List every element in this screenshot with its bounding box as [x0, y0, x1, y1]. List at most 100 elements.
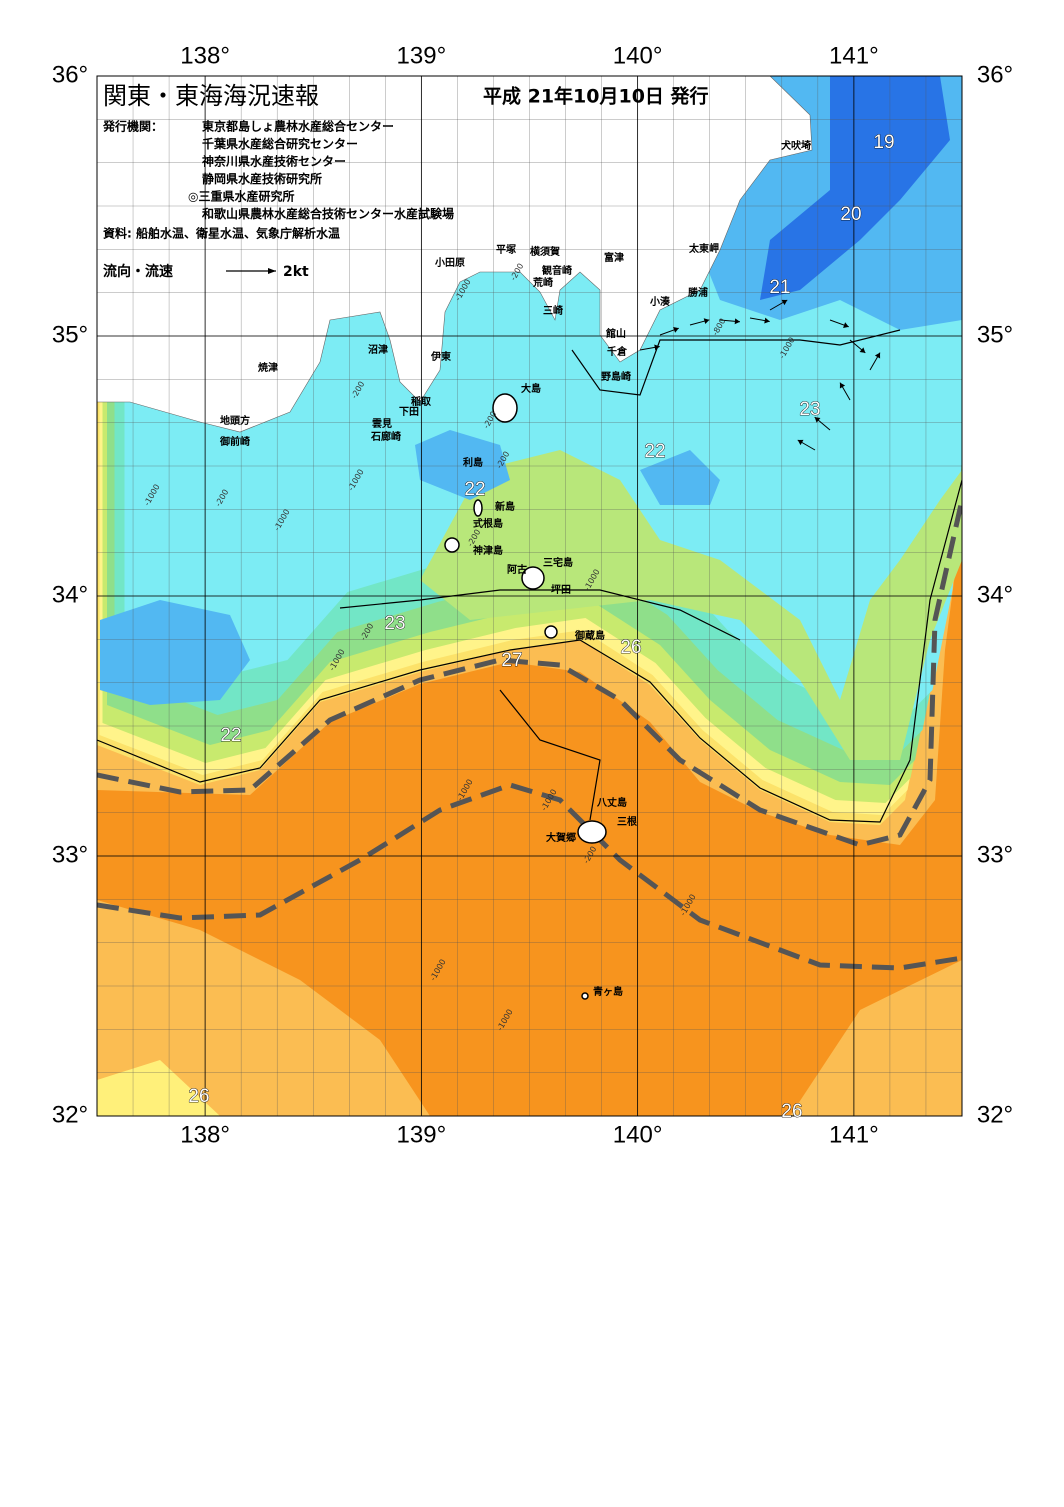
arrow-head [781, 299, 788, 306]
current-arrow [659, 327, 679, 336]
arrow-head [874, 352, 881, 359]
latitude-label: 35° [977, 321, 1013, 348]
isotherm-label: 23 [384, 613, 405, 634]
place-name: 大島 [521, 382, 541, 395]
current-arrow [719, 318, 740, 325]
latitude-label: 36° [977, 61, 1013, 88]
isotherm-label: 26 [188, 1086, 209, 1107]
current-arrow [639, 344, 660, 351]
place-name: 伊東 [430, 350, 451, 363]
legend-arrowhead [268, 268, 276, 274]
isotherm [339, 589, 741, 641]
cold-eddy [100, 600, 250, 705]
place-name: 小湊 [649, 295, 671, 308]
island [577, 820, 607, 844]
place-name: 平塚 [496, 243, 516, 256]
legend-label: 流向・流速 [103, 263, 173, 280]
place-name: 千倉 [607, 345, 628, 358]
arrow-head [843, 322, 849, 328]
issuer: 東京都島しょ農林水産総合センター [202, 119, 394, 134]
place-name: 三宅島 [543, 556, 573, 569]
isotherm-label: 26 [620, 637, 641, 658]
place-name: 横須賀 [530, 245, 560, 258]
isotherm-label: 19 [873, 132, 894, 153]
place-name: 観音崎 [542, 264, 572, 277]
current-arrow [829, 319, 849, 328]
place-name: 御前崎 [219, 435, 250, 448]
latitude-label: 33° [52, 841, 88, 868]
south-warm [97, 1060, 220, 1116]
place-name: 焼津 [258, 361, 278, 374]
place-name: 阿古 [507, 563, 527, 576]
place-name: 小田原 [434, 256, 465, 269]
longitude-label: 138° [180, 1121, 230, 1148]
place-name: 利島 [463, 456, 483, 469]
cold-eddy [415, 430, 510, 500]
sources: 資料: 船舶水温、衛星水温、気象庁解析水温 [103, 226, 340, 241]
longitude-label: 141° [829, 42, 879, 69]
place-name: 沼津 [368, 343, 388, 356]
current-arrow [849, 339, 866, 354]
arrow-head [814, 417, 821, 423]
issuer: 静岡県水産技術研究所 [202, 171, 322, 186]
isotherm-label: 23 [799, 399, 820, 420]
arrow-head [734, 318, 740, 325]
island [521, 566, 545, 590]
issuer: ◎三重県水産研究所 [188, 189, 294, 204]
place-name: 雲見 [372, 418, 392, 430]
isotherm-label: 26 [781, 1101, 802, 1122]
current-arrow [769, 299, 788, 311]
current-arrow [869, 352, 881, 371]
latitude-label: 35° [52, 321, 88, 348]
place-name: 館山 [605, 327, 626, 340]
cold-core [760, 76, 950, 300]
isotherm-label: 20 [840, 204, 861, 225]
place-name: 太東岬 [688, 242, 719, 255]
land [97, 76, 813, 433]
place-name: 荒崎 [532, 276, 553, 289]
place-name: 地頭方 [220, 414, 250, 427]
isotherm-label: 27 [501, 650, 522, 671]
isotherm-label: 22 [220, 725, 241, 746]
place-name: 新島 [495, 500, 515, 513]
place-name: 坪田 [551, 583, 571, 596]
place-name: 石廊崎 [370, 430, 401, 443]
current-arrow [839, 382, 851, 401]
place-name: 三崎 [543, 304, 563, 317]
island [444, 537, 460, 553]
island [581, 992, 589, 1000]
issuer: 神奈川県水産技術センター [202, 154, 346, 169]
latitude-label: 36° [52, 61, 88, 88]
legend-scale: 2kt [283, 264, 309, 280]
cold-eddy [640, 450, 720, 505]
island [492, 393, 518, 423]
latitude-label: 34° [977, 581, 1013, 608]
arrow-head [673, 327, 679, 333]
issuer: 千葉県水産総合研究センター [202, 136, 358, 151]
island [544, 625, 558, 639]
place-name: 下田 [399, 406, 419, 418]
latitude-label: 33° [977, 841, 1013, 868]
place-name: 野島崎 [601, 370, 631, 383]
place-name: 式根島 [473, 517, 503, 530]
current-arrow [814, 416, 831, 431]
arrow-head [839, 382, 846, 389]
issuer: 和歌山県農林水産総合技術センター水産試験場 [201, 206, 454, 221]
current-arrow [797, 439, 816, 451]
arrow-head [654, 344, 660, 351]
title: 関東・東海海況速報 [103, 82, 319, 110]
longitude-label: 138° [180, 42, 230, 69]
place-name: 犬吠埼 [781, 139, 811, 152]
current-arrow [689, 318, 710, 326]
place-name: 御蔵島 [574, 629, 605, 642]
longitude-label: 139° [397, 42, 447, 69]
place-name: 勝浦 [688, 286, 708, 299]
place-name: 大賀郷 [546, 831, 576, 844]
green-tongue [420, 450, 962, 760]
arrow-head [859, 347, 866, 353]
longitude-label: 140° [613, 42, 663, 69]
longitude-label: 141° [829, 1121, 879, 1148]
issue-date: 平成 21年10月10日 発行 [483, 85, 709, 108]
place-name: 青ヶ島 [593, 985, 623, 998]
